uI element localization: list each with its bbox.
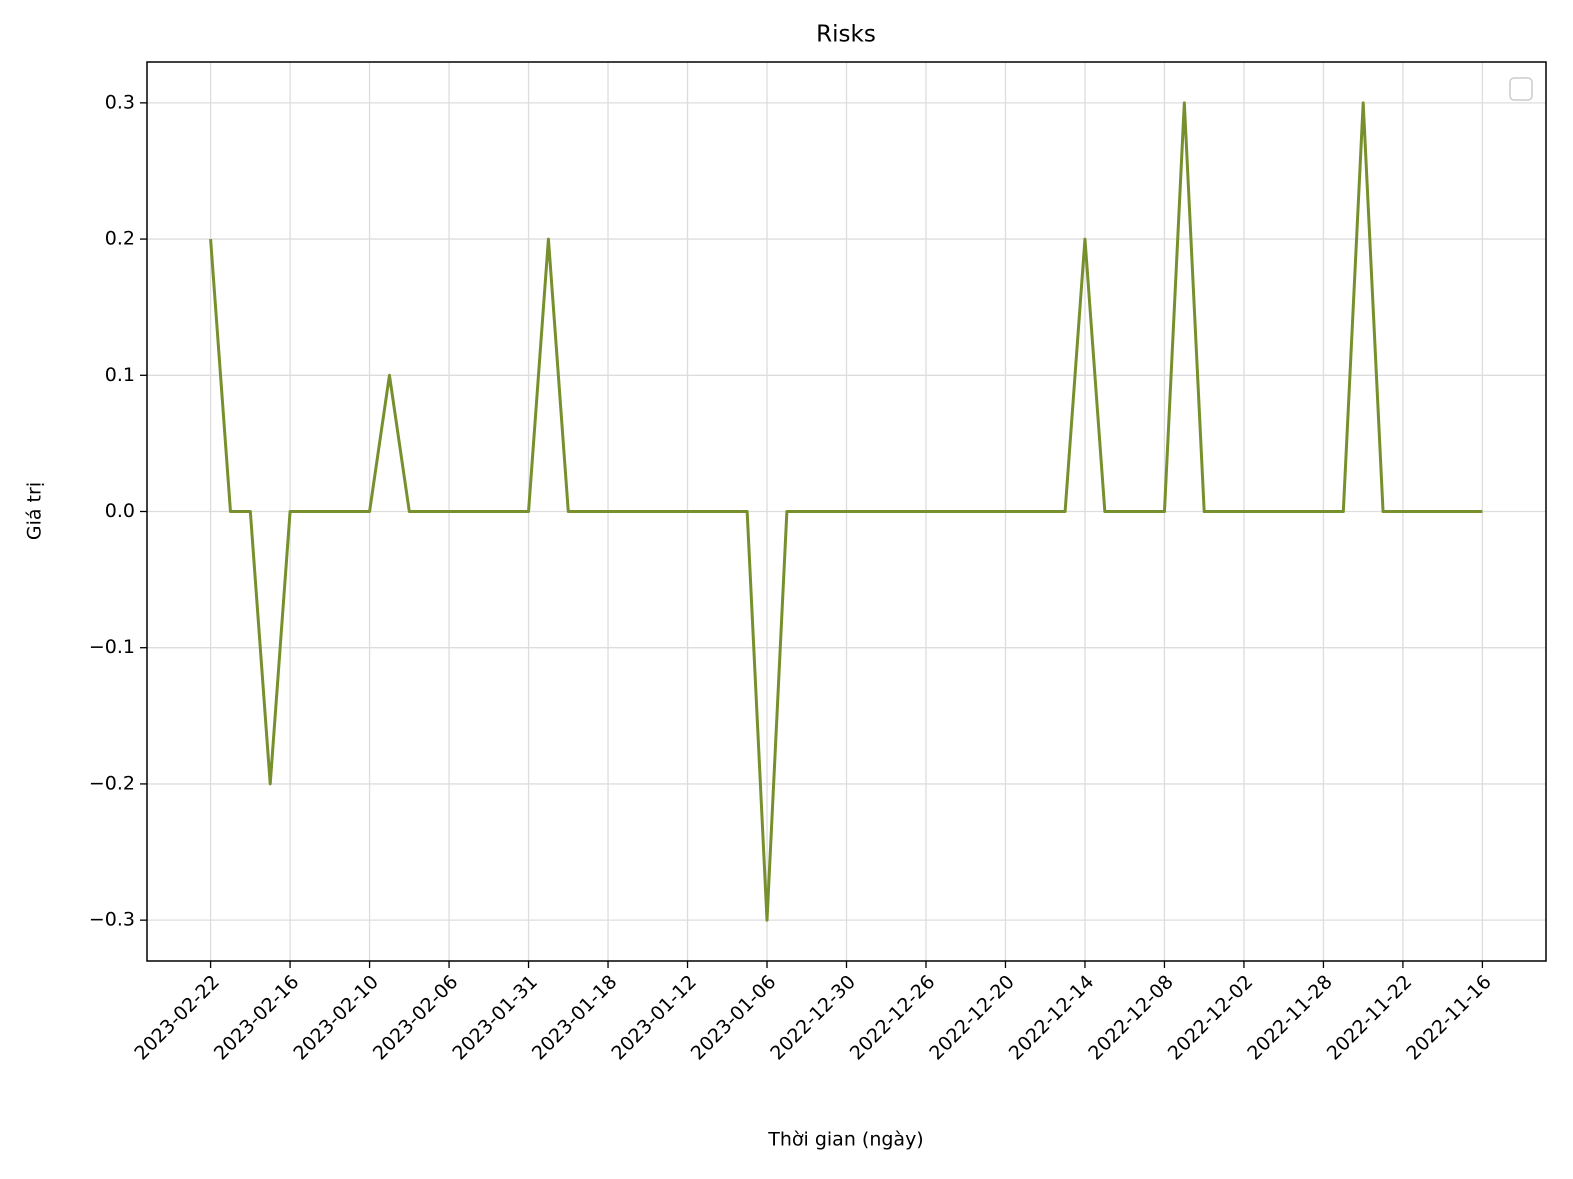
x-tick-label: 2022-12-02	[1164, 971, 1258, 1065]
legend-box	[1509, 77, 1533, 101]
y-tick-label: −0.1	[89, 636, 135, 658]
x-tick-label: 2022-11-16	[1402, 971, 1496, 1065]
data-line	[209, 101, 1483, 922]
x-tick-label: 2022-11-22	[1323, 971, 1417, 1065]
y-axis-label: Giá trị	[24, 482, 46, 540]
x-tick-label: 2022-12-08	[1084, 971, 1178, 1065]
y-tick-label: 0.0	[105, 500, 135, 522]
x-tick-label: 2022-12-30	[766, 971, 860, 1065]
plot-frame	[146, 61, 1547, 962]
x-tick-label: 2022-12-14	[1005, 971, 1099, 1065]
x-tick-label: 2023-02-22	[130, 971, 224, 1065]
y-tick-label: 0.2	[105, 228, 135, 250]
x-tick-label: 2023-01-18	[528, 971, 622, 1065]
chart-title: Risks	[816, 22, 876, 48]
x-tick-label: 2023-01-06	[687, 971, 781, 1065]
x-tick-label: 2023-01-31	[448, 971, 542, 1065]
y-tick-label: −0.3	[89, 909, 135, 931]
x-tick-label: 2023-01-12	[607, 971, 701, 1065]
x-axis-label: Thời gian (ngày)	[767, 1129, 923, 1151]
x-tick-label: 2023-02-16	[210, 971, 304, 1065]
x-tick-label: 2022-12-26	[846, 971, 940, 1065]
y-tick-label: 0.1	[105, 364, 135, 386]
y-tick-label: −0.2	[89, 772, 135, 794]
x-tick-label: 2023-02-10	[289, 971, 383, 1065]
y-tick-label: 0.3	[105, 91, 135, 113]
